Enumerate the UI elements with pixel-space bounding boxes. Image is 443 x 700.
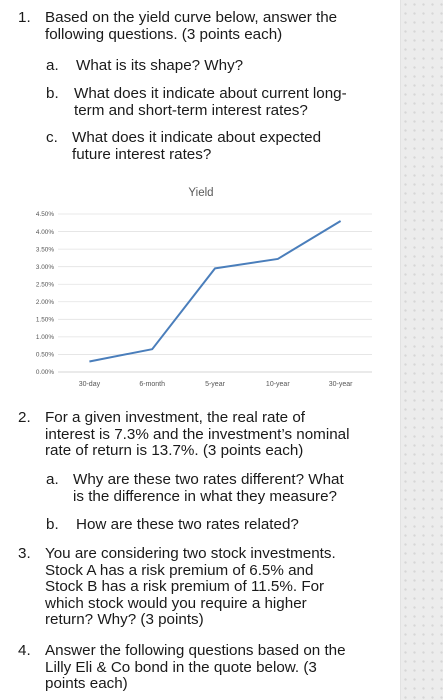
question-4: 4. Answer the following questions based … — [18, 642, 398, 695]
question-text-line: For a given investment, the real rate of — [45, 409, 306, 426]
y-tick-label: 4.50% — [36, 211, 54, 218]
x-axis-ticks: 30-day 6-month 5-year 10-year 30-year — [79, 381, 353, 388]
y-tick-label: 0.00% — [36, 369, 54, 376]
question-1a: a. What is its shape? Why? — [46, 57, 386, 75]
question-number: 2. — [18, 409, 31, 426]
gridlines — [58, 213, 372, 373]
question-number: 3. — [18, 545, 31, 562]
question-text-line: interest is 7.3% and the investment’s no… — [45, 425, 350, 443]
subquestion-label: b. — [46, 516, 59, 533]
question-text-line: return? Why? (3 points) — [45, 611, 204, 628]
y-tick-label: 0.50% — [36, 352, 54, 359]
question-text-line: Answer the following questions based on … — [45, 642, 346, 659]
question-2b: b. How are these two rates related? — [46, 516, 391, 534]
y-tick-label: 1.50% — [36, 317, 54, 324]
question-text-line: points each) — [45, 675, 128, 692]
question-text-line: Lilly Eli & Co bond in the quote below. … — [45, 658, 317, 676]
question-text-line: Based on the yield curve below, answer t… — [45, 9, 338, 26]
y-tick-label: 2.00% — [36, 299, 54, 306]
question-text-line: You are considering two stock investment… — [45, 545, 336, 562]
x-tick-label: 10-year — [266, 381, 290, 388]
y-tick-label: 1.00% — [36, 334, 54, 341]
question-1: 1. Based on the yield curve below, answe… — [18, 9, 398, 44]
question-text-line: Stock A has a risk premium of 6.5% and — [45, 561, 314, 579]
question-2a: a. Why are these two rates different? Wh… — [46, 471, 391, 506]
x-tick-label: 6-month — [139, 381, 165, 388]
chart-canvas: Yield 0.00% 0.50% 1.00% 1.50% 2.00% 2.50% 3.00… — [36, 187, 372, 388]
subquestion-text-line: What does it indicate about expected — [72, 129, 322, 146]
y-tick-label: 2.50% — [36, 281, 54, 288]
subquestion-label: a. — [46, 471, 59, 488]
question-text-line: Stock B has a risk premium of 11.5%. For — [45, 578, 325, 595]
subquestion-text-line: is the difference in what they measure? — [73, 487, 337, 505]
question-1b: b. What does it indicate about current l… — [46, 85, 386, 120]
x-tick-label: 30-year — [329, 381, 353, 388]
question-1c: c. What does it indicate about expected … — [46, 129, 386, 164]
subquestion-label: b. — [46, 85, 59, 102]
chart-title: Yield — [188, 187, 213, 199]
question-3: 3. You are considering two stock investm… — [18, 545, 398, 632]
question-number: 1. — [18, 9, 31, 26]
y-axis-ticks: 0.00% 0.50% 1.00% 1.50% 2.00% 2.50% 3.00% 3.50%… — [36, 211, 54, 376]
yield-series-line — [89, 220, 342, 363]
yield-curve-chart: Yield 0.00% 0.50% 1.00% 1.50% 2.00% 2.50% 3.00… — [20, 175, 380, 400]
series-layer — [89, 220, 342, 363]
subquestion-text-line: Why are these two rates different? What — [73, 471, 344, 488]
y-tick-label: 3.50% — [36, 246, 54, 253]
y-tick-label: 4.00% — [36, 229, 54, 236]
subquestion-text-line: future interest rates? — [72, 145, 212, 163]
subquestion-text-line: term and short-term interest rates? — [74, 101, 308, 119]
subquestion-text: What is its shape? Why? — [76, 57, 244, 74]
subquestion-text: How are these two rates related? — [76, 516, 299, 533]
subquestion-label: a. — [46, 57, 59, 74]
question-text-line: which stock would you require a higher — [45, 594, 307, 612]
x-tick-label: 30-day — [79, 381, 101, 388]
y-tick-label: 3.00% — [36, 264, 54, 271]
document-page: 1. Based on the yield curve below, answe… — [18, 9, 398, 695]
question-text-line: following questions. (3 points each) — [45, 25, 283, 43]
side-panel-background — [400, 0, 443, 700]
question-text-line: rate of return is 13.7%. (3 points each) — [45, 442, 304, 459]
subquestion-text-line: What does it indicate about current long… — [74, 85, 347, 102]
question-number: 4. — [18, 642, 31, 659]
question-2: 2. For a given investment, the real rate… — [18, 409, 398, 462]
x-tick-label: 5-year — [205, 381, 226, 388]
subquestion-label: c. — [46, 129, 58, 146]
